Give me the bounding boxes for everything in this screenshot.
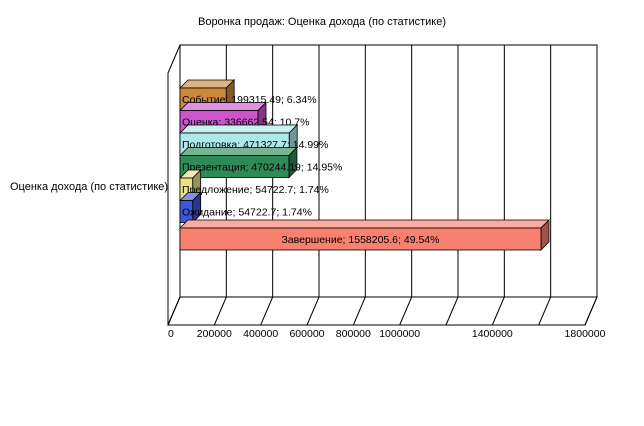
bar-top (179, 219, 550, 229)
tick-label: 1400000 (472, 328, 513, 340)
floor-grid-line (167, 296, 181, 326)
floor-grid-line (260, 296, 274, 326)
chart-title: Воронка продаж: Оценка дохода (по статис… (197, 16, 447, 28)
bar-label: Предложение; 54722.7; 1.74% (182, 184, 329, 196)
floor (167, 296, 598, 326)
bar-front (179, 155, 290, 178)
bar-top (179, 147, 298, 156)
bar-front (179, 227, 542, 251)
tick-label: 600000 (289, 328, 324, 340)
floor-grid-line (399, 296, 413, 326)
floor-grid-line (306, 296, 320, 326)
left-wall (167, 44, 181, 326)
floor-grid-line (491, 296, 505, 326)
bar-label: Ожидание; 54722.7; 1.74% (182, 207, 312, 219)
chart-walls (167, 44, 598, 326)
tick-label: 1800000 (565, 328, 606, 340)
bar: Ожидание; 54722.7; 1.74% (179, 191, 312, 224)
bar: Презентация; 470244.19; 14.95% (179, 146, 342, 179)
floor-grid-line (445, 296, 459, 326)
bar-top (179, 124, 299, 134)
tick-label: 0 (168, 328, 174, 340)
floor-grid-line (213, 296, 227, 326)
tick-label: 800000 (336, 328, 371, 340)
bar: Завершение; 1558205.6; 49.54% (179, 219, 550, 251)
tick-label: 1000000 (379, 328, 420, 340)
bar-label: Презентация; 470244.19; 14.95% (182, 162, 342, 174)
bar-top (179, 102, 267, 111)
floor-grid-line (538, 296, 552, 326)
tick-label: 200000 (197, 328, 232, 340)
bar-label: Завершение; 1558205.6; 49.54% (281, 234, 439, 246)
series-axis-label: Оценка дохода (по статистике) (10, 181, 169, 193)
bars: Событие; 199315.49; 6.34%Оценка; 336662.… (179, 79, 550, 251)
bar-top (179, 79, 236, 89)
floor-grid-line (584, 296, 598, 326)
tick-label: 400000 (243, 328, 278, 340)
floor-grid-line (352, 296, 366, 326)
x-axis-ticks: 0 200000 400000 600000 800000 1000000 1400000 1… (168, 328, 606, 340)
